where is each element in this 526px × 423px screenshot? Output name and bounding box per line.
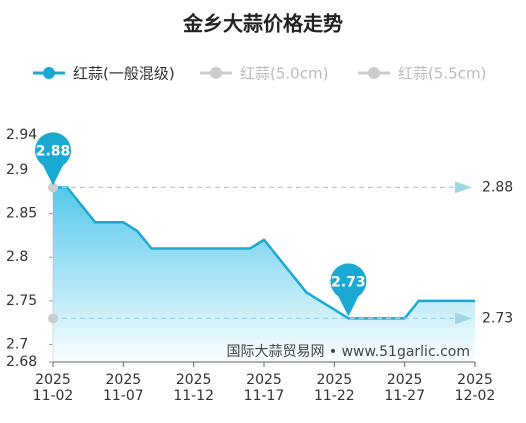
pin	[35, 132, 72, 186]
legend-label: 红蒜(5.0cm)	[240, 65, 328, 83]
legend-label: 红蒜(5.5cm)	[398, 65, 486, 83]
legend-dot	[43, 67, 55, 79]
legend-dot	[210, 67, 222, 79]
legend-dot	[368, 67, 380, 79]
y-tick-label: 2.75	[6, 293, 37, 309]
x-tick-label: 2025 11-27	[384, 372, 425, 404]
y-tick-label: 2.9	[6, 162, 28, 178]
chart-title: 金乡大蒜价格走势	[182, 12, 343, 36]
x-tick-label: 2025 11-12	[173, 372, 214, 404]
x-tick-label: 2025 11-07	[102, 372, 144, 404]
x-tick-label: 2025 11-17	[243, 372, 285, 404]
reference-label: 2.88	[482, 179, 513, 195]
pin	[330, 263, 367, 317]
reference-dot	[48, 182, 58, 193]
watermark: 国际大蒜贸易网 • www.51garlic.com	[226, 344, 470, 360]
reference-arrow	[455, 312, 472, 325]
area	[53, 187, 475, 362]
y-tick-label: 2.85	[6, 206, 37, 222]
reference-label: 2.73	[482, 310, 513, 326]
x-tick-label: 2025 12-02	[454, 372, 496, 404]
y-tick-label: 2.68	[6, 354, 37, 370]
y-tick-label: 2.7	[6, 337, 28, 353]
x-tick-label: 2025 11-22	[313, 372, 355, 404]
y-tick-label: 2.94	[6, 127, 37, 143]
x-tick-label: 2025 11-02	[32, 372, 74, 404]
reference-arrow	[455, 181, 472, 194]
pin-label: 2.88	[36, 143, 71, 159]
reference-dot	[48, 313, 58, 324]
y-tick-label: 2.8	[6, 249, 28, 265]
legend-label: 红蒜(一般混级)	[73, 65, 175, 83]
pin-label: 2.73	[331, 274, 366, 290]
